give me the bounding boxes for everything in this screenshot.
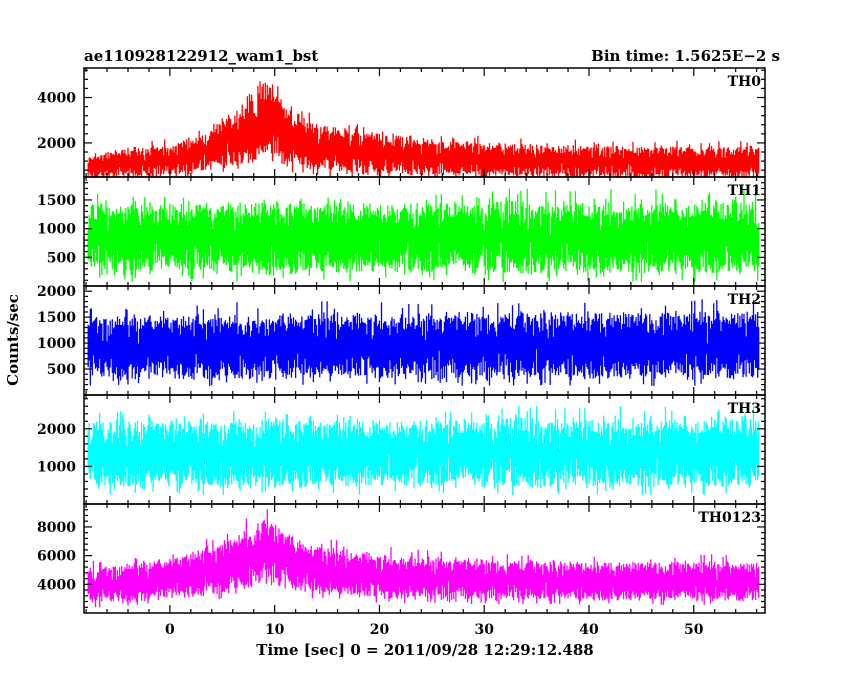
y-tick-label: 4000 (37, 577, 76, 593)
y-tick-label: 2000 (37, 136, 76, 152)
y-tick-label: 2000 (37, 284, 76, 300)
x-tick-label: 40 (579, 622, 599, 638)
panel-th1: 500 1000 1500 TH1 (37, 176, 766, 287)
panel-th2: 500 1000 1500 2000 TH2 (37, 284, 766, 396)
series-th0 (87, 81, 760, 177)
y-tick-label: 6000 (37, 549, 76, 565)
x-tick-label: 10 (265, 622, 285, 638)
y-tick-label: 8000 (37, 520, 76, 536)
x-tick-label: 20 (370, 622, 390, 638)
y-tick-label: 1500 (37, 310, 76, 326)
panels: 2000 4000 TH0 500 1000 1500 TH1 500 1000 1500 2000… (37, 67, 766, 614)
y-tick-label: 500 (47, 250, 76, 266)
x-tick-label: 0 (165, 622, 175, 638)
y-tick-label: 4000 (37, 91, 76, 107)
panel-th0123: 4000 6000 8000 TH0123 (37, 503, 766, 614)
panel-label: TH3 (728, 401, 761, 417)
series-th3 (87, 405, 760, 496)
y-axis-label: Counts/sec (4, 294, 22, 386)
y-tick-label: 1000 (37, 222, 76, 238)
y-tick-label: 1500 (37, 193, 76, 209)
series-th0123 (87, 509, 760, 608)
panel-label: TH1 (728, 183, 761, 199)
series-th1 (87, 188, 760, 282)
panel-label: TH0123 (698, 510, 761, 526)
y-tick-label: 1000 (37, 459, 76, 475)
panel-label: TH2 (728, 292, 761, 308)
chart-title-right: Bin time: 1.5625E−2 s (591, 47, 780, 65)
x-axis-ticks: 0 10 20 30 40 50 (165, 622, 704, 638)
x-axis-label: Time [sec] 0 = 2011/09/28 12:29:12.488 (256, 641, 593, 659)
panel-th0: 2000 4000 TH0 (37, 67, 766, 178)
chart-title-left: ae110928122912_wam1_bst (84, 47, 318, 65)
panel-label: TH0 (728, 74, 762, 90)
y-tick-label: 1000 (37, 336, 76, 352)
y-tick-label: 2000 (37, 422, 76, 438)
panel-frame (83, 503, 766, 614)
series-th2 (87, 299, 760, 386)
y-tick-label: 500 (47, 362, 76, 378)
x-tick-label: 50 (684, 622, 704, 638)
panel-th3: 1000 2000 TH3 (37, 394, 766, 505)
x-tick-label: 30 (474, 622, 494, 638)
